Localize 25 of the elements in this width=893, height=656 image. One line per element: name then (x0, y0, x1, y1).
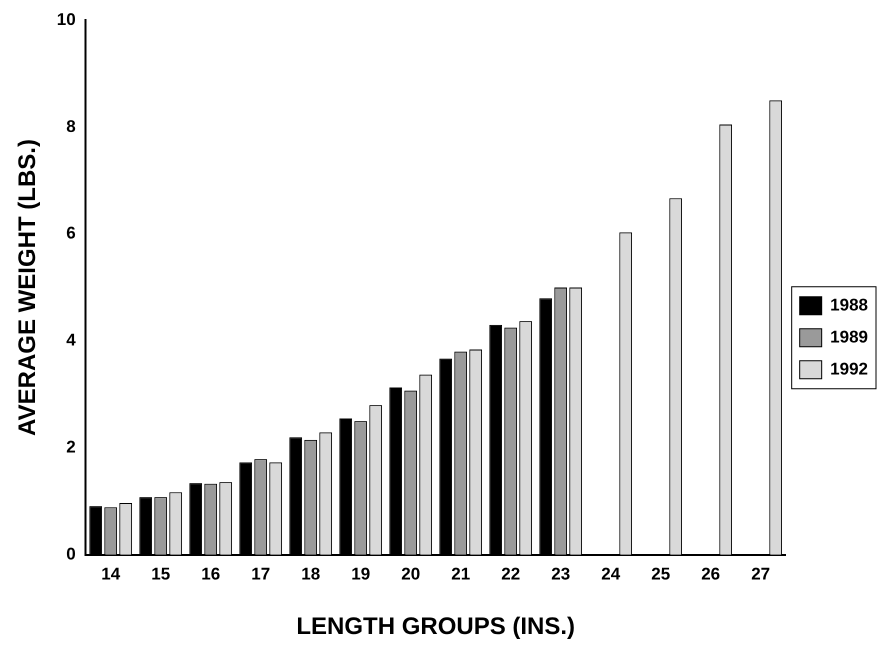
x-tick-label: 17 (251, 564, 270, 584)
x-tick-label: 16 (201, 564, 220, 584)
x-tick-label: 23 (551, 564, 570, 584)
y-tick-label: 4 (66, 330, 76, 350)
legend-label: 1988 (830, 295, 868, 314)
legend-label: 1992 (830, 359, 868, 378)
x-tick-label: 26 (701, 564, 720, 584)
y-tick-label: 8 (66, 116, 76, 136)
x-tick-label: 14 (101, 564, 121, 584)
x-tick-label: 24 (601, 564, 621, 584)
x-tick-label: 19 (351, 564, 370, 584)
x-tick-label: 15 (151, 564, 170, 584)
x-tick-label: 20 (401, 564, 420, 584)
x-tick-label: 21 (451, 564, 470, 584)
y-tick-label: 0 (66, 544, 76, 564)
y-tick-label: 10 (56, 10, 76, 29)
y-tick-label: 6 (66, 224, 76, 243)
y-axis-title: AVERAGE WEIGHT (LBS.) (14, 139, 42, 436)
x-axis-title: LENGTH GROUPS (INS.) (296, 613, 576, 640)
x-tick-label: 25 (651, 564, 670, 584)
x-tick-label: 22 (501, 564, 520, 584)
x-tick-label: 18 (301, 564, 320, 584)
x-tick-label: 27 (751, 564, 770, 584)
y-tick-label: 2 (66, 438, 76, 457)
legend-label: 1989 (830, 327, 868, 346)
